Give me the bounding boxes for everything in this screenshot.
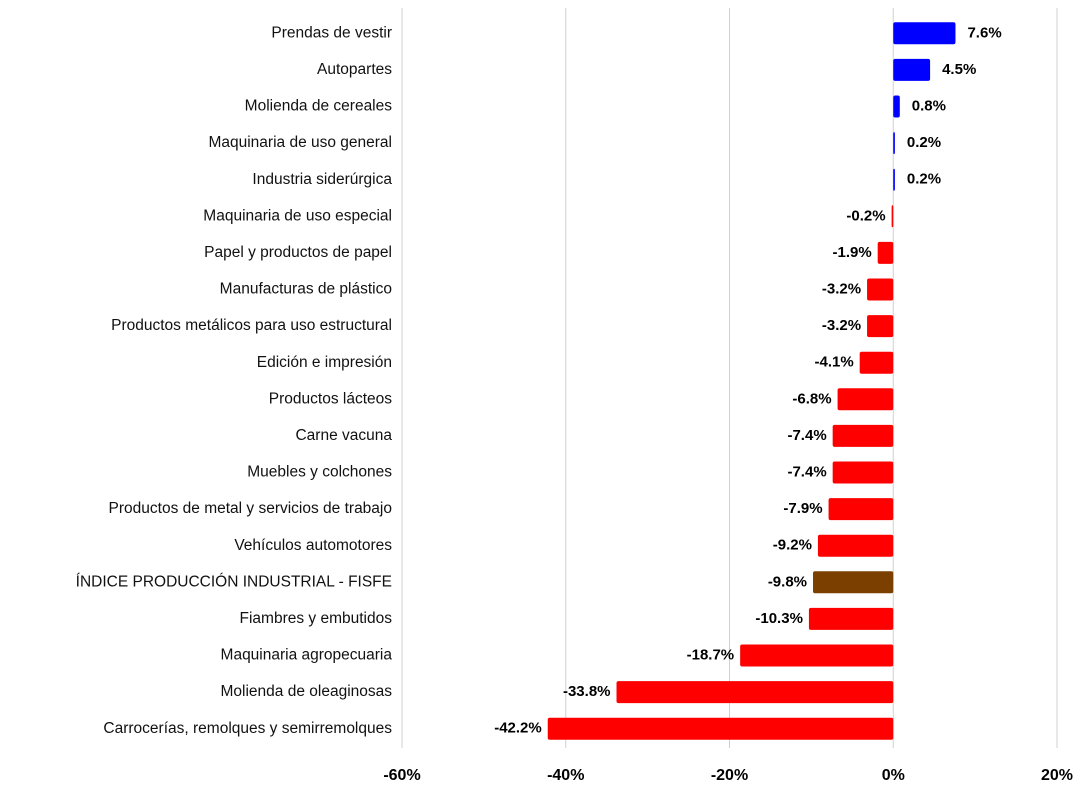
bar <box>813 571 894 594</box>
bar <box>808 607 894 630</box>
value-label: -10.3% <box>755 610 803 627</box>
bar <box>893 95 900 118</box>
category-label: Fiambres y embutidos <box>240 610 393 627</box>
category-label: Autopartes <box>317 61 392 78</box>
x-tick-label: 0% <box>882 767 905 784</box>
category-label: Maquinaria de uso general <box>208 134 392 151</box>
x-tick-label: -40% <box>547 767 584 784</box>
value-label: -9.2% <box>773 537 812 554</box>
bar <box>877 241 894 264</box>
value-label: 0.2% <box>907 134 941 151</box>
value-label: -6.8% <box>792 390 831 407</box>
bar <box>740 644 894 667</box>
bar <box>893 168 895 191</box>
bar <box>891 205 894 228</box>
bar <box>859 351 894 374</box>
value-label: -4.1% <box>814 354 853 371</box>
bar <box>832 424 894 447</box>
bar <box>867 315 894 338</box>
value-label: -3.2% <box>822 280 861 297</box>
value-label: -7.4% <box>787 463 826 480</box>
bar <box>616 681 894 704</box>
category-label: Carne vacuna <box>295 427 392 444</box>
bar <box>832 461 894 484</box>
category-label: Productos metálicos para uso estructural <box>111 317 392 334</box>
category-label: Molienda de cereales <box>245 98 393 115</box>
category-label: Papel y productos de papel <box>204 244 392 261</box>
x-tick-label: -20% <box>711 767 748 784</box>
bar <box>837 388 894 411</box>
category-label: Industria siderúrgica <box>252 171 392 188</box>
category-label: Vehículos automotores <box>234 537 392 554</box>
value-label: -9.8% <box>768 573 807 590</box>
bar <box>867 278 894 301</box>
value-label: -18.7% <box>687 646 735 663</box>
category-label: Manufacturas de plástico <box>220 281 392 298</box>
value-label: 4.5% <box>942 61 976 78</box>
category-label: Edición e impresión <box>257 354 392 371</box>
value-label: -1.9% <box>833 244 872 261</box>
bar <box>817 534 894 557</box>
value-label: 0.8% <box>912 97 946 114</box>
category-label: Prendas de vestir <box>271 24 392 41</box>
category-label: Muebles y colchones <box>247 464 392 481</box>
x-tick-label: 20% <box>1041 767 1073 784</box>
x-tick-label: -60% <box>383 767 420 784</box>
bar <box>893 58 931 81</box>
category-label: Maquinaria agropecuaria <box>221 647 393 664</box>
category-label: Productos lácteos <box>269 390 392 407</box>
value-label: 0.2% <box>907 171 941 188</box>
category-label: Molienda de oleaginosas <box>221 683 393 700</box>
category-label: Productos de metal y servicios de trabaj… <box>109 500 392 517</box>
value-label: -3.2% <box>822 317 861 334</box>
value-label: 7.6% <box>967 24 1001 41</box>
value-label: -42.2% <box>494 720 542 737</box>
bar <box>893 22 956 45</box>
bar <box>828 498 894 521</box>
bar <box>893 132 895 155</box>
value-label: -33.8% <box>563 683 611 700</box>
category-label: ÍNDICE PRODUCCIÓN INDUSTRIAL - FISFE <box>76 573 392 590</box>
bar <box>547 717 894 740</box>
value-label: -0.2% <box>846 207 885 224</box>
value-label: -7.9% <box>783 500 822 517</box>
category-label: Maquinaria de uso especial <box>203 207 392 224</box>
category-label: Carrocerías, remolques y semirremolques <box>103 720 392 737</box>
value-label: -7.4% <box>787 427 826 444</box>
